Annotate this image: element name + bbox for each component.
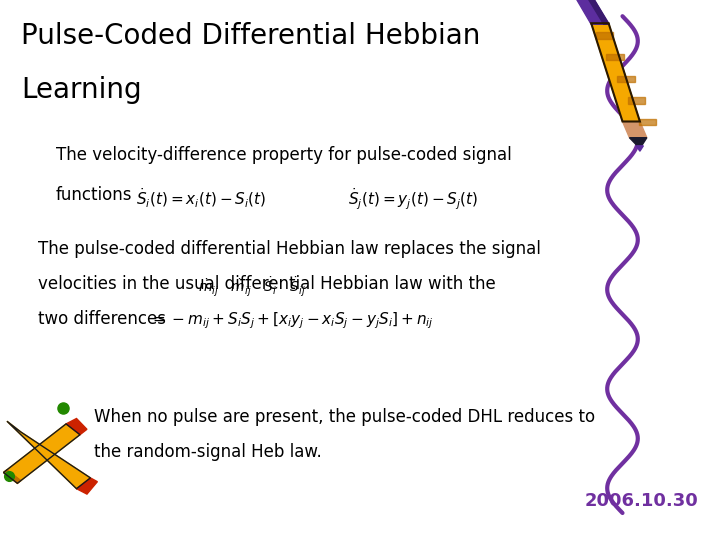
Polygon shape [623, 122, 647, 138]
Polygon shape [591, 23, 640, 122]
Text: velocities in the usual differential Hebbian law with the: velocities in the usual differential Heb… [38, 275, 496, 293]
Polygon shape [76, 478, 97, 494]
Polygon shape [595, 32, 613, 39]
Text: $\dot{S}_i(t) = x_i(t) - S_i(t)$: $\dot{S}_i(t) = x_i(t) - S_i(t)$ [135, 186, 266, 210]
Text: When no pulse are present, the pulse-coded DHL reduces to: When no pulse are present, the pulse-cod… [94, 408, 595, 426]
Polygon shape [4, 424, 80, 483]
Text: the random-signal Heb law.: the random-signal Heb law. [94, 443, 322, 461]
Text: $\dot{m}_{ij} \quad \dot{m}_{ij} \quad \dot{S}_i \quad \dot{S}_{ij}$: $\dot{m}_{ij} \quad \dot{m}_{ij} \quad \… [198, 275, 306, 299]
Polygon shape [585, 0, 609, 24]
Polygon shape [66, 418, 87, 435]
Text: two differences: two differences [38, 310, 166, 328]
Polygon shape [606, 54, 624, 60]
Polygon shape [628, 97, 645, 104]
Text: $\dot{S}_j(t) = y_j(t) - S_j(t)$: $\dot{S}_j(t) = y_j(t) - S_j(t)$ [348, 186, 478, 212]
Text: The pulse-coded differential Hebbian law replaces the signal: The pulse-coded differential Hebbian law… [38, 240, 541, 258]
Polygon shape [4, 470, 21, 483]
Polygon shape [574, 0, 608, 24]
Polygon shape [636, 146, 644, 151]
Polygon shape [629, 138, 647, 148]
Polygon shape [617, 76, 634, 82]
Text: $= -m_{ij} + S_i S_j + \left[ x_i y_j - x_i S_j - y_j S_i \right] + n_{ij}$: $= -m_{ij} + S_i S_j + \left[ x_i y_j - … [150, 310, 433, 331]
Text: 2006.10.30: 2006.10.30 [584, 492, 698, 510]
Text: functions: functions [55, 186, 132, 204]
Text: Learning: Learning [21, 76, 142, 104]
Polygon shape [7, 421, 91, 489]
Text: Pulse-Coded Differential Hebbian: Pulse-Coded Differential Hebbian [21, 22, 480, 50]
Polygon shape [639, 119, 656, 125]
Text: The velocity-difference property for pulse-coded signal: The velocity-difference property for pul… [55, 146, 511, 164]
